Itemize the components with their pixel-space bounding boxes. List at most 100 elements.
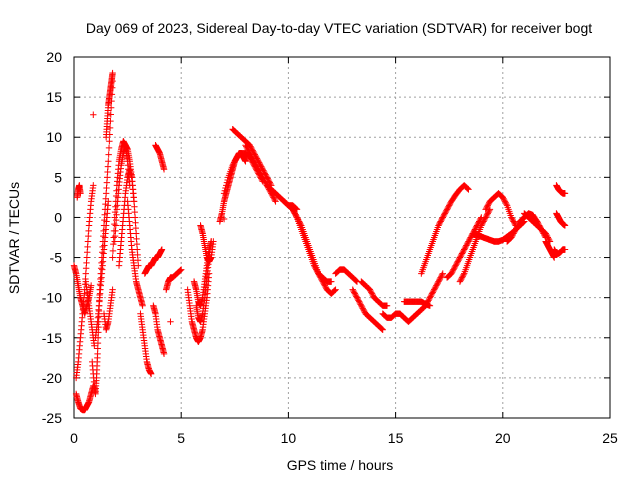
data-point [176, 267, 183, 275]
data-point [482, 206, 489, 213]
data-point [271, 196, 279, 204]
data-point [84, 238, 92, 245]
data-point [510, 218, 517, 225]
data-point [311, 263, 319, 271]
data-point [83, 259, 90, 267]
y-tick-label: -15 [42, 330, 62, 346]
data-point [112, 216, 120, 224]
data-point [167, 318, 174, 325]
chart-title: Day 069 of 2023, Sidereal Day-to-day VTE… [86, 20, 592, 36]
data-point [242, 142, 249, 149]
data-point [98, 259, 105, 267]
data-point [255, 167, 263, 174]
data-point [313, 266, 320, 273]
data-point [77, 190, 84, 197]
data-point [360, 307, 368, 315]
data-point [483, 204, 490, 212]
data-point [485, 200, 492, 208]
data-point [480, 218, 487, 225]
data-point [270, 195, 278, 202]
data-point [103, 179, 111, 186]
data-point [508, 215, 516, 222]
data-point [220, 215, 228, 223]
data-point [160, 350, 168, 358]
data-point [94, 339, 102, 347]
data-point [91, 342, 98, 349]
data-point [290, 207, 297, 214]
data-point [446, 200, 454, 208]
data-point [443, 206, 451, 213]
data-point [508, 234, 515, 241]
x-tick-label: 25 [602, 430, 618, 446]
data-point [106, 138, 113, 145]
data-point [422, 302, 429, 309]
data-point [253, 162, 260, 169]
data-point [510, 230, 517, 237]
data-point [102, 190, 110, 197]
data-point [87, 282, 95, 289]
data-point [501, 196, 508, 204]
data-point [448, 270, 455, 277]
data-point [428, 291, 435, 299]
data-point [453, 261, 460, 268]
data-point [457, 277, 464, 284]
data-point [254, 164, 261, 172]
data-point [109, 247, 117, 255]
data-point [177, 267, 184, 274]
data-point [272, 198, 279, 205]
data-point [424, 298, 431, 305]
data-point [232, 156, 239, 164]
y-tick-label: 10 [46, 129, 62, 145]
data-point [357, 301, 364, 308]
data-point [358, 303, 366, 311]
data-point [94, 350, 101, 358]
data-point [354, 295, 361, 303]
data-point [110, 234, 117, 241]
data-point [351, 290, 359, 297]
data-point [484, 202, 491, 209]
data-point [244, 146, 251, 153]
data-point [440, 211, 448, 218]
data-point [178, 266, 185, 273]
data-point [260, 175, 267, 182]
data-point [243, 143, 250, 150]
data-point [160, 166, 168, 173]
data-point [479, 219, 486, 226]
data-point [513, 224, 520, 232]
data-point [368, 289, 375, 296]
data-point [430, 286, 438, 293]
data-point [249, 155, 256, 162]
data-point [369, 291, 376, 299]
y-tick-label: -5 [50, 250, 63, 266]
data-point [458, 274, 466, 281]
data-point [106, 124, 114, 132]
data-point [229, 162, 236, 169]
data-point [255, 166, 262, 173]
data-point [262, 179, 269, 186]
data-point [105, 151, 112, 158]
data-point [109, 286, 116, 293]
data-point [543, 231, 550, 239]
data-point [501, 198, 509, 205]
data-point [258, 171, 265, 178]
data-point [250, 158, 258, 165]
data-point [508, 214, 515, 221]
data-point [90, 111, 97, 118]
data-point [561, 222, 569, 229]
data-point [481, 215, 489, 222]
data-point [352, 277, 359, 284]
data-point [147, 370, 155, 378]
x-tick-label: 15 [388, 430, 404, 446]
data-point [257, 170, 264, 177]
data-point [499, 194, 506, 201]
data-point [132, 230, 140, 237]
data-point [457, 253, 464, 260]
data-point [246, 150, 254, 157]
data-point [251, 159, 259, 166]
data-point [460, 271, 467, 279]
x-tick-label: 5 [177, 430, 185, 446]
data-point [437, 218, 444, 225]
data-point [428, 290, 436, 297]
data-point [210, 238, 217, 245]
data-point [511, 228, 518, 236]
